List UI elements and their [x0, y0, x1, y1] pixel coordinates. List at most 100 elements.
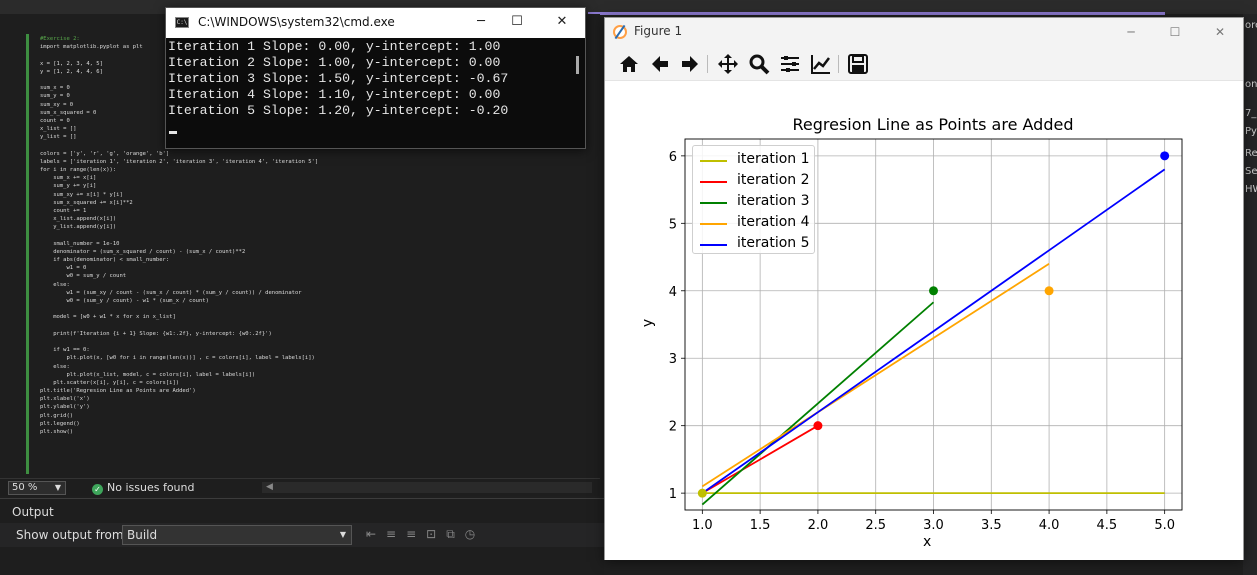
code-line[interactable]: x_list.append(x[i]) — [40, 216, 117, 223]
code-line[interactable] — [40, 232, 580, 240]
figure-window[interactable]: Figure 1 ─ ☐ ✕ 1.0 1.5 2.0 2.5 3.0 3.5 4.0 4.5 5… — [604, 17, 1244, 560]
code-line[interactable]: plt.scatter(x[i], y[i], c = colors[i]) — [40, 379, 180, 386]
output-panel: Output Show output from: Build ▼ ⇤≡≡⊡⧉◷ — [0, 498, 604, 575]
code-line[interactable]: sum_x_squared = 0 — [40, 109, 97, 116]
code-line[interactable]: count += 1 — [40, 207, 87, 214]
code-line[interactable]: plt.plot(x, [w0 for i in range(len(x))] … — [40, 355, 315, 362]
side-panel-text: Sea — [1245, 166, 1257, 177]
close-button[interactable]: ✕ — [1214, 25, 1226, 39]
code-text[interactable]: #Exercise 2: import matplotlib.pyplot as … — [40, 35, 580, 436]
code-line[interactable]: plt.ylabel('y') — [40, 404, 90, 411]
code-line[interactable]: y = [1, 2, 4, 4, 6] — [40, 68, 103, 75]
legend-label: iteration 5 — [737, 235, 810, 251]
code-line[interactable]: w0 = (sum_y / count) - w1 * (sum_x / cou… — [40, 298, 209, 304]
output-toolbar-icons[interactable]: ⇤≡≡⊡⧉◷ — [366, 527, 486, 541]
code-line[interactable]: for i in range(len(x)): — [40, 167, 117, 173]
cmd-app-icon: C:\ — [175, 17, 189, 28]
x-tick-label: 1.0 — [692, 518, 713, 533]
code-line[interactable]: else: — [40, 281, 70, 288]
output-title: Output — [12, 505, 54, 519]
zoom-select[interactable]: 50 % ▼ — [8, 481, 66, 495]
data-point-1 — [697, 488, 707, 498]
code-line[interactable]: colors = ['y', 'r', 'g', 'orange', 'b'] — [40, 150, 170, 157]
figure-title: Figure 1 — [634, 24, 683, 38]
code-line[interactable]: sum_x_squared += x[i]**2 — [40, 199, 133, 206]
y-tick-label: 1 — [669, 487, 677, 502]
code-line[interactable]: print(f'Iteration {i + 1} Slope: {w1:.2f… — [40, 330, 272, 337]
legend-label: iteration 1 — [737, 151, 810, 167]
zoom-icon[interactable] — [747, 52, 771, 76]
code-line[interactable]: y_list.append(y[i]) — [40, 224, 117, 231]
plot-canvas[interactable]: 1.0 1.5 2.0 2.5 3.0 3.5 4.0 4.5 5.0 1 2 3 4 5 6 Regres… — [605, 82, 1243, 560]
legend-swatch — [700, 202, 727, 204]
scroll-left-icon[interactable]: ◀ — [266, 482, 273, 492]
change-tracking-bar — [26, 34, 29, 474]
check-icon: ✓ — [92, 484, 103, 495]
x-axis-label: x — [923, 534, 932, 550]
code-line[interactable]: labels = ['iteration 1', 'iteration 2', … — [40, 158, 319, 165]
y-tick-label: 3 — [669, 352, 677, 367]
code-line[interactable]: w1 = (sum_xy / count - (sum_x / count) *… — [40, 289, 302, 296]
close-button[interactable]: ✕ — [556, 14, 568, 29]
code-line[interactable]: #Exercise 2: — [40, 36, 80, 42]
pan-icon[interactable] — [716, 52, 740, 76]
code-line[interactable]: if w1 == 0: — [40, 347, 90, 354]
code-line[interactable]: w0 = sum_y / count — [40, 273, 127, 280]
code-line[interactable]: small_number = 1e-10 — [40, 240, 120, 247]
series-line-4 — [701, 263, 1050, 488]
code-line[interactable]: model = [w0 + w1 * x for x in x_list] — [40, 314, 176, 321]
code-line[interactable]: sum_x = 0 — [40, 85, 70, 92]
home-icon[interactable] — [617, 52, 641, 76]
cmd-scrollbar[interactable] — [576, 56, 579, 74]
edit-axis-icon[interactable] — [809, 52, 833, 76]
code-line[interactable]: count = 0 — [40, 117, 70, 124]
code-line[interactable]: plt.grid() — [40, 412, 74, 419]
configure-subplots-icon[interactable] — [778, 52, 802, 76]
code-line[interactable]: if abs(denominator) < small_number: — [40, 257, 170, 264]
legend-label: iteration 2 — [737, 172, 810, 188]
code-line[interactable] — [40, 322, 580, 330]
chevron-down-icon: ▼ — [54, 483, 61, 492]
code-line[interactable] — [40, 338, 580, 346]
minimize-button[interactable]: ─ — [1127, 25, 1135, 39]
code-line[interactable]: denominator = (sum_x_squared / count) - … — [40, 248, 246, 255]
forward-icon[interactable] — [678, 52, 702, 76]
legend-swatch — [700, 160, 727, 162]
code-line[interactable]: sum_y += y[i] — [40, 183, 97, 190]
maximize-button[interactable]: ☐ — [1169, 25, 1181, 39]
code-line[interactable] — [40, 305, 580, 313]
code-line[interactable]: w1 = 0 — [40, 265, 87, 272]
legend-entry: iteration 4 — [700, 213, 815, 234]
code-line[interactable]: else: — [40, 363, 70, 370]
code-line[interactable]: x_list = [] — [40, 126, 77, 133]
issues-indicator[interactable]: ✓ No issues found — [92, 481, 194, 495]
minimize-button[interactable]: ─ — [477, 14, 485, 29]
output-source-value: Build — [127, 528, 158, 542]
code-line[interactable]: plt.title('Regresion Line as Points are … — [40, 388, 196, 395]
side-panel-text: Re — [1245, 148, 1257, 159]
save-icon[interactable] — [846, 52, 870, 76]
output-source-select[interactable]: Build ▼ — [122, 525, 352, 545]
cmd-cursor — [169, 131, 177, 134]
code-line[interactable]: y_list = [] — [40, 134, 77, 141]
figure-titlebar[interactable]: Figure 1 ─ ☐ ✕ — [605, 18, 1243, 47]
code-line[interactable]: plt.legend() — [40, 420, 80, 427]
code-line[interactable]: sum_y = 0 — [40, 93, 70, 100]
y-tick-label: 5 — [669, 217, 677, 232]
back-icon[interactable] — [648, 52, 672, 76]
code-line[interactable]: plt.show() — [40, 429, 74, 435]
maximize-button[interactable]: ☐ — [511, 14, 523, 29]
cmd-titlebar[interactable]: C:\ C:\WINDOWS\system32\cmd.exe ─ ☐ ✕ — [166, 8, 585, 38]
code-line[interactable]: x = [1, 2, 3, 4, 5] — [40, 60, 103, 67]
horizontal-scrollbar[interactable]: ◀ — [262, 482, 592, 493]
code-line[interactable]: import matplotlib.pyplot as plt — [40, 44, 143, 51]
x-tick-label: 3.0 — [923, 518, 944, 533]
cmd-window[interactable]: C:\ C:\WINDOWS\system32\cmd.exe ─ ☐ ✕ It… — [165, 7, 586, 149]
code-line[interactable]: sum_x += x[i] — [40, 175, 97, 182]
chart-svg[interactable]: 1.0 1.5 2.0 2.5 3.0 3.5 4.0 4.5 5.0 1 2 3 4 5 6 — [605, 82, 1243, 560]
code-line[interactable]: plt.xlabel('x') — [40, 396, 90, 403]
cmd-output[interactable]: Iteration 1 Slope: 0.00, y-intercept: 1.… — [168, 39, 568, 119]
code-line[interactable]: sum_xy = 0 — [40, 101, 74, 108]
code-line[interactable]: plt.plot(x_list, model, c = colors[i], l… — [40, 371, 256, 378]
code-line[interactable]: sum_xy += x[i] * y[i] — [40, 191, 123, 198]
